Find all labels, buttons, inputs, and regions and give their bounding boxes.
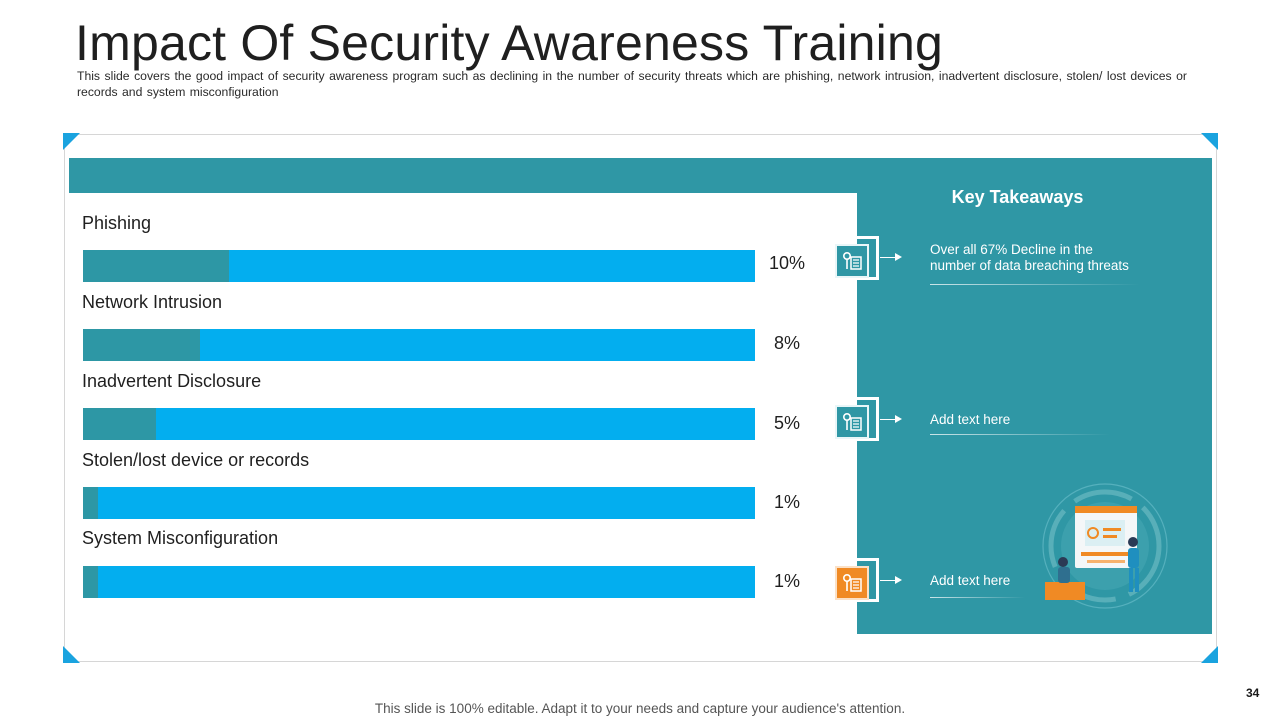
footer-note: This slide is 100% editable. Adapt it to… <box>374 701 906 716</box>
corner-accent-bottom-left <box>63 646 80 663</box>
takeaway-icon-frame-1 <box>835 236 879 280</box>
takeaway-text-1: Over all 67% Decline in the number of da… <box>930 242 1129 273</box>
takeaway-underline-2 <box>930 434 1110 435</box>
slide-title: Impact Of Security Awareness Training <box>75 15 943 71</box>
takeaway-icon-box-3 <box>835 566 869 600</box>
slide-subtitle: This slide covers the good impact of sec… <box>77 69 1187 99</box>
server-chart-icon <box>842 573 862 592</box>
takeaway-underline-3 <box>930 597 1025 598</box>
category-label-inadvertent-disclosure: Inadvertent Disclosure <box>82 371 262 391</box>
bar-track-network-intrusion <box>83 329 755 361</box>
value-label-inadvertent-disclosure: 5% <box>773 413 800 433</box>
server-chart-icon <box>842 251 862 270</box>
value-label-system-misconfiguration: 1% <box>773 571 800 591</box>
bar-phishing <box>83 250 229 282</box>
bar-track-system-misconfiguration <box>83 566 755 598</box>
takeaway-arrow-2 <box>880 415 902 423</box>
bar-inadvertent-disclosure <box>83 408 156 440</box>
corner-accent-top-right <box>1201 133 1218 150</box>
takeaway-icon-box-1 <box>835 244 869 278</box>
takeaway-text-2: Add text here <box>930 412 1011 427</box>
value-label-network-intrusion: 8% <box>773 333 800 353</box>
bar-system-misconfiguration <box>83 566 98 598</box>
takeaway-arrow-1 <box>880 253 902 261</box>
bar-track-inadvertent-disclosure <box>83 408 755 440</box>
page-number: 34 <box>1246 686 1260 700</box>
takeaway-icon-box-2 <box>835 405 869 439</box>
bar-network-intrusion <box>83 329 200 361</box>
takeaway-icon-frame-3 <box>835 558 879 602</box>
bar-stolen-lost-device <box>83 487 98 519</box>
category-label-stolen-lost-device: Stolen/lost device or records <box>82 450 310 470</box>
corner-accent-top-left <box>63 133 80 150</box>
server-chart-icon <box>842 412 862 431</box>
bar-track-phishing <box>83 250 755 282</box>
takeaway-underline-1 <box>930 284 1140 285</box>
takeaway-text-3: Add text here <box>930 573 1011 588</box>
takeaway-icon-frame-2 <box>835 397 879 441</box>
corner-accent-bottom-right <box>1201 646 1218 663</box>
category-label-system-misconfiguration: System Misconfiguration <box>82 528 279 548</box>
bar-track-stolen-lost-device <box>83 487 755 519</box>
value-label-phishing: 10% <box>768 253 806 273</box>
security-training-illustration <box>1042 483 1168 609</box>
value-label-stolen-lost-device: 1% <box>773 492 800 512</box>
takeaway-arrow-3 <box>880 576 902 584</box>
category-label-phishing: Phishing <box>82 213 152 233</box>
key-takeaways-title: Key Takeaways <box>951 187 1084 207</box>
category-label-network-intrusion: Network Intrusion <box>82 292 223 312</box>
